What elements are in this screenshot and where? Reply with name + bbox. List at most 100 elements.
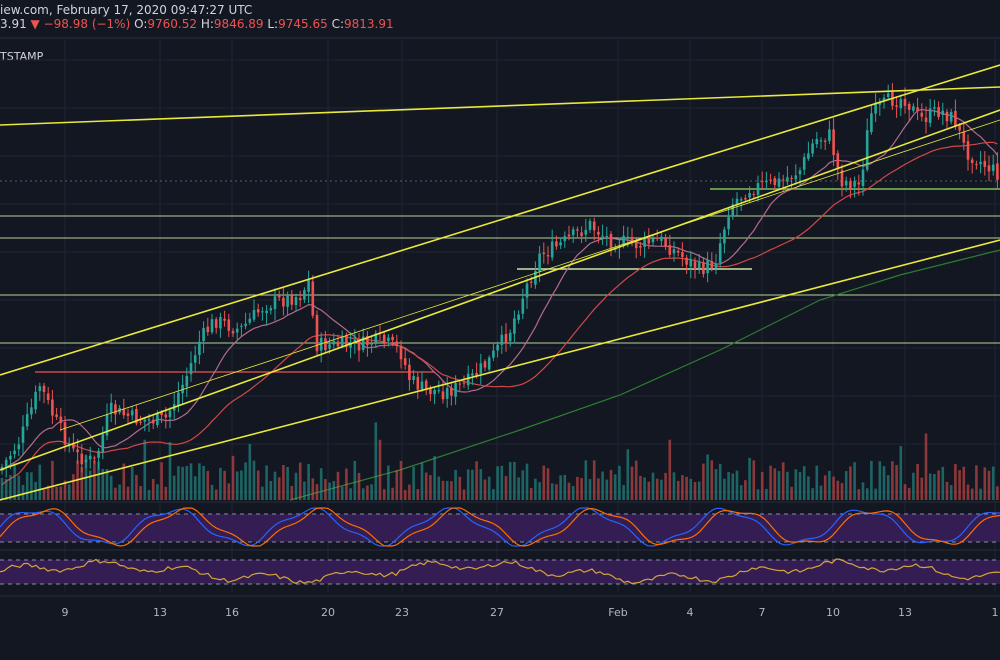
volume-bar <box>819 485 823 500</box>
candle-body <box>676 250 680 253</box>
volume-bar <box>492 489 495 500</box>
high-value: 9846.89 <box>213 17 264 31</box>
volume-bar <box>924 433 928 500</box>
oscillator-backgrounds <box>0 513 1000 585</box>
volume-bar <box>567 482 571 500</box>
candle-body <box>752 194 756 196</box>
candle-body <box>878 102 882 105</box>
volume-bar <box>315 484 319 500</box>
candle-body <box>51 399 54 416</box>
candle-body <box>807 153 810 159</box>
volume-bar <box>807 476 810 500</box>
volume-bar <box>891 461 894 500</box>
candle-body <box>177 392 180 407</box>
candle-body <box>966 141 970 160</box>
volume-bar <box>525 463 529 500</box>
x-tick-label: 20 <box>321 606 335 619</box>
candle-body <box>349 343 352 348</box>
volume-bar <box>67 484 71 500</box>
candle-body <box>214 319 218 328</box>
volume-bar <box>408 484 411 500</box>
volume-bar <box>622 485 625 500</box>
candle-body <box>277 295 281 298</box>
candle-body <box>597 231 600 235</box>
candle-body <box>504 333 508 344</box>
candle-body <box>886 93 890 97</box>
candle-body <box>857 182 861 185</box>
ma-mid-line <box>1 141 998 486</box>
candle-body <box>580 232 583 237</box>
volume-bar <box>517 477 520 500</box>
volume-bar <box>109 475 113 500</box>
candle-body <box>328 344 331 349</box>
volume-bar <box>219 467 222 500</box>
volume-bar <box>361 488 365 500</box>
volume-bar <box>508 462 512 500</box>
candle-body <box>517 314 520 320</box>
trendline-4 <box>59 119 1000 431</box>
candle-body <box>240 325 243 327</box>
volume-bar <box>899 446 903 500</box>
candle-body <box>340 337 344 347</box>
volume-bar <box>13 463 16 500</box>
candle-body <box>290 295 294 305</box>
volume-bar <box>521 470 525 500</box>
candle-body <box>660 236 663 241</box>
last-price: 3.91 <box>0 17 27 31</box>
x-tick-label: 13 <box>153 606 167 619</box>
volume-bar <box>844 471 848 500</box>
candle-body <box>895 105 898 107</box>
candle-body <box>168 410 172 418</box>
volume-bar <box>273 471 277 500</box>
candle-body <box>798 170 802 175</box>
volume-bar <box>139 486 142 500</box>
source-text: iew.com, February 17, 2020 09:47:27 UTC <box>0 3 253 17</box>
candle-body <box>983 160 987 167</box>
candle-body <box>555 241 558 247</box>
candle-body <box>248 318 252 323</box>
volume-bar <box>126 486 130 500</box>
candle-body <box>72 442 75 449</box>
candle-body <box>429 387 432 395</box>
candle-body <box>492 350 495 358</box>
volume-bars <box>0 422 999 500</box>
volume-bar <box>781 462 785 500</box>
volume-bar <box>395 470 399 500</box>
volume-bar <box>0 477 4 500</box>
volume-bar <box>277 477 281 500</box>
candle-body <box>811 143 814 154</box>
candle-body <box>748 193 751 198</box>
volume-bar <box>597 478 600 500</box>
x-tick-label: 23 <box>395 606 409 619</box>
volume-bar <box>647 481 651 500</box>
candle-body <box>609 233 613 248</box>
candle-body <box>55 414 58 417</box>
volume-bar <box>25 472 29 500</box>
volume-bar <box>261 486 264 500</box>
candle-body <box>668 245 672 255</box>
candle-body <box>416 376 420 390</box>
candle-body <box>80 453 84 465</box>
volume-bar <box>714 469 718 500</box>
candle-body <box>101 434 105 453</box>
volume-bar <box>840 483 844 500</box>
volume-bar <box>403 489 407 500</box>
candle-body <box>739 199 743 201</box>
x-tick-label: 13 <box>898 606 912 619</box>
candle-body <box>933 107 936 109</box>
candle-body <box>954 110 957 127</box>
volume-bar <box>555 484 558 500</box>
candle-body <box>651 238 655 243</box>
volume-bar <box>802 466 806 500</box>
candle-body <box>454 383 457 397</box>
candle-body <box>126 413 130 416</box>
volume-bar <box>613 474 617 500</box>
candle-body <box>336 341 340 347</box>
x-tick-label: Feb <box>608 606 627 619</box>
x-tick-label: 16 <box>225 606 239 619</box>
trendlines <box>0 64 1000 501</box>
candle-body <box>30 407 33 415</box>
candle-body <box>844 180 848 186</box>
